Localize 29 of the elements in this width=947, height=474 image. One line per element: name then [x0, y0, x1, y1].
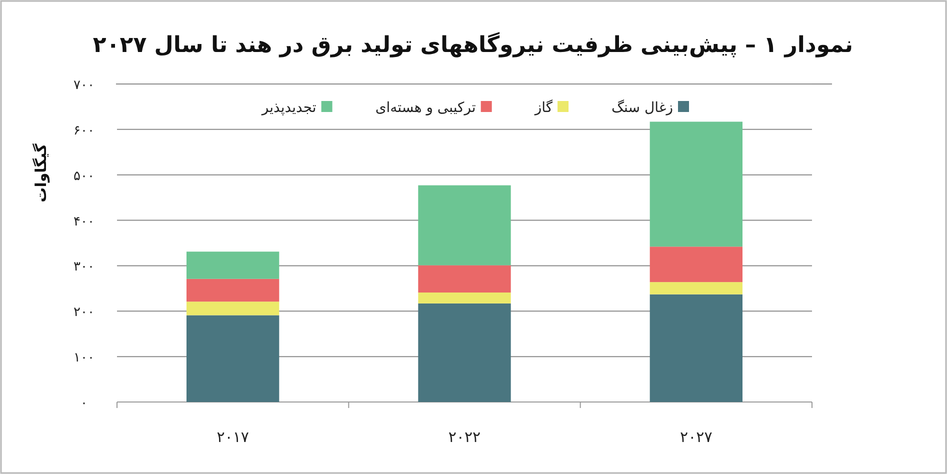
- chart-title: نمودار ۱ – پیش‌بینی ظرفیت نیروگاههای تولید برق در هند تا سال ۲۰۲۷: [92, 31, 854, 58]
- y-tick-label: ۴۰۰: [74, 214, 94, 230]
- y-tick-label: ۱۰۰: [74, 350, 94, 366]
- y-axis-title: گیگاوات: [32, 143, 50, 202]
- x-tick-label: ۲۰۲۲: [448, 428, 481, 446]
- bar: [186, 315, 280, 402]
- bar: [418, 265, 511, 293]
- legend-label: زغال سنگ: [612, 99, 673, 116]
- bar: [186, 302, 280, 316]
- bar: [650, 282, 742, 294]
- bar: [650, 246, 742, 282]
- x-tick-label: ۲۰۱۷: [216, 428, 249, 446]
- bar: [418, 303, 511, 402]
- bar: [186, 252, 280, 279]
- bar: [418, 185, 511, 266]
- y-tick-label: ۵۰۰: [74, 168, 94, 184]
- y-tick-label: ۰: [80, 396, 88, 411]
- legend-label: ترکیبی و هسته‌ای: [375, 100, 476, 116]
- legend-label: گاز: [534, 99, 553, 116]
- bar: [186, 278, 280, 302]
- y-tick-label: ۳۰۰: [74, 260, 94, 275]
- y-tick-label: ۶۰۰: [74, 123, 94, 138]
- y-tick-label: ۷۰۰: [74, 78, 94, 93]
- x-tick-label: ۲۰۲۷: [680, 428, 712, 446]
- bar: [650, 294, 742, 402]
- bar: [650, 122, 742, 247]
- y-tick-label: ۲۰۰: [74, 305, 94, 320]
- bar: [418, 292, 511, 304]
- legend-label: تجدیدپذیر: [260, 100, 316, 116]
